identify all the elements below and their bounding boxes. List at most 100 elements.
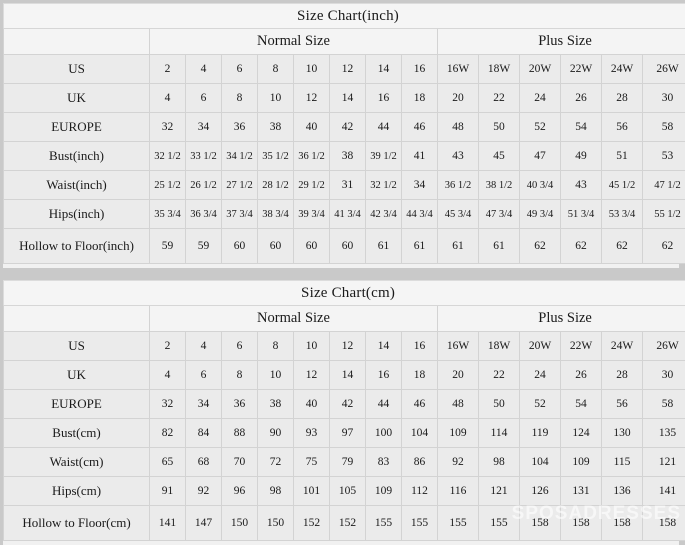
data-cell: 88 xyxy=(222,419,258,448)
data-cell: 18W xyxy=(479,55,520,84)
data-cell: 39 1/2 xyxy=(366,142,402,171)
data-cell: 34 1/2 xyxy=(222,142,258,171)
data-cell: 26 1/2 xyxy=(186,171,222,200)
data-cell: 34 xyxy=(402,171,438,200)
data-cell: 37 3/4 xyxy=(222,200,258,229)
data-cell: 14 xyxy=(366,55,402,84)
data-cell: 50 xyxy=(479,113,520,142)
table-title: Size Chart(inch) xyxy=(4,4,685,29)
table-title-row: Size Chart(inch) xyxy=(4,4,685,29)
data-cell: 12 xyxy=(294,361,330,390)
data-cell: 16 xyxy=(366,361,402,390)
data-cell: 16W xyxy=(438,55,479,84)
data-cell: 51 xyxy=(602,142,643,171)
data-cell: 32 1/2 xyxy=(366,171,402,200)
data-cell: 90 xyxy=(258,419,294,448)
data-cell: 60 xyxy=(294,229,330,264)
data-cell: 97 xyxy=(330,419,366,448)
data-cell: 114 xyxy=(479,419,520,448)
data-cell: 38 3/4 xyxy=(258,200,294,229)
data-cell: 48 xyxy=(438,113,479,142)
data-cell: 35 1/2 xyxy=(258,142,294,171)
data-cell: 62 xyxy=(602,229,643,264)
data-cell: 96 xyxy=(222,477,258,506)
data-cell: 20W xyxy=(520,55,561,84)
data-cell: 20W xyxy=(520,332,561,361)
data-cell: 131 xyxy=(561,477,602,506)
row-label: Bust(cm) xyxy=(4,419,150,448)
data-cell: 58 xyxy=(643,390,685,419)
data-cell: 42 3/4 xyxy=(366,200,402,229)
data-cell: 26W xyxy=(643,332,685,361)
data-cell: 36 1/2 xyxy=(438,171,479,200)
data-cell: 62 xyxy=(520,229,561,264)
group-header-normal-size: Normal Size xyxy=(150,29,438,55)
data-cell: 60 xyxy=(222,229,258,264)
data-cell: 2 xyxy=(150,55,186,84)
data-cell: 30 xyxy=(643,84,685,113)
row-label: Hips(inch) xyxy=(4,200,150,229)
data-cell: 135 xyxy=(643,419,685,448)
data-cell: 18W xyxy=(479,332,520,361)
data-cell: 124 xyxy=(561,419,602,448)
data-cell: 16 xyxy=(366,84,402,113)
data-cell: 50 xyxy=(479,390,520,419)
data-cell: 38 xyxy=(258,390,294,419)
data-cell: 152 xyxy=(330,506,366,541)
data-cell: 16 xyxy=(402,55,438,84)
data-cell: 43 xyxy=(438,142,479,171)
data-cell: 36 1/2 xyxy=(294,142,330,171)
data-cell: 8 xyxy=(222,361,258,390)
data-cell: 46 xyxy=(402,113,438,142)
data-cell: 47 1/2 xyxy=(643,171,685,200)
data-cell: 105 xyxy=(330,477,366,506)
data-cell: 100 xyxy=(366,419,402,448)
data-cell: 38 xyxy=(258,113,294,142)
data-cell: 53 3/4 xyxy=(602,200,643,229)
row-label: EUROPE xyxy=(4,113,150,142)
data-cell: 92 xyxy=(186,477,222,506)
row-label: Hips(cm) xyxy=(4,477,150,506)
data-cell: 2 xyxy=(150,332,186,361)
data-cell: 4 xyxy=(150,84,186,113)
group-header-plus-size: Plus Size xyxy=(438,29,685,55)
group-header-normal-size: Normal Size xyxy=(150,306,438,332)
data-cell: 22 xyxy=(479,84,520,113)
data-cell: 70 xyxy=(222,448,258,477)
data-cell: 6 xyxy=(222,55,258,84)
data-cell: 18 xyxy=(402,84,438,113)
data-cell: 39 3/4 xyxy=(294,200,330,229)
data-cell: 6 xyxy=(186,84,222,113)
data-cell: 60 xyxy=(258,229,294,264)
data-cell: 22 xyxy=(479,361,520,390)
data-cell: 121 xyxy=(643,448,685,477)
data-cell: 56 xyxy=(602,390,643,419)
data-cell: 49 xyxy=(561,142,602,171)
data-cell: 61 xyxy=(366,229,402,264)
data-cell: 41 xyxy=(402,142,438,171)
data-cell: 59 xyxy=(150,229,186,264)
data-cell: 68 xyxy=(186,448,222,477)
data-cell: 24W xyxy=(602,332,643,361)
row-label: EUROPE xyxy=(4,390,150,419)
data-cell: 62 xyxy=(643,229,685,264)
data-cell: 20 xyxy=(438,84,479,113)
data-cell: 30 xyxy=(643,361,685,390)
data-cell: 47 3/4 xyxy=(479,200,520,229)
data-cell: 24 xyxy=(520,361,561,390)
data-cell: 98 xyxy=(258,477,294,506)
row-label: Hollow to Floor(inch) xyxy=(4,229,150,264)
data-cell: 61 xyxy=(479,229,520,264)
